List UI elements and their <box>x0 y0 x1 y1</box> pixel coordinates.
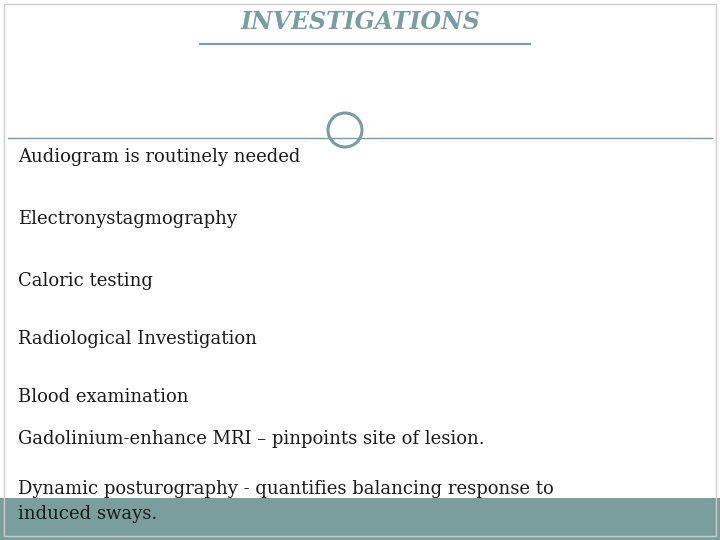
Text: Dynamic posturography - quantifies balancing response to
induced sways.: Dynamic posturography - quantifies balan… <box>18 480 554 523</box>
Text: Audiogram is routinely needed: Audiogram is routinely needed <box>18 148 300 166</box>
Text: Radiological Investigation: Radiological Investigation <box>18 330 257 348</box>
Text: INVESTIGATIONS: INVESTIGATIONS <box>240 10 480 34</box>
Text: Caloric testing: Caloric testing <box>18 272 153 290</box>
Text: Gadolinium-enhance MRI – pinpoints site of lesion.: Gadolinium-enhance MRI – pinpoints site … <box>18 430 485 448</box>
Text: Blood examination: Blood examination <box>18 388 189 406</box>
Bar <box>0 498 720 540</box>
Text: Electronystagmography: Electronystagmography <box>18 210 237 228</box>
